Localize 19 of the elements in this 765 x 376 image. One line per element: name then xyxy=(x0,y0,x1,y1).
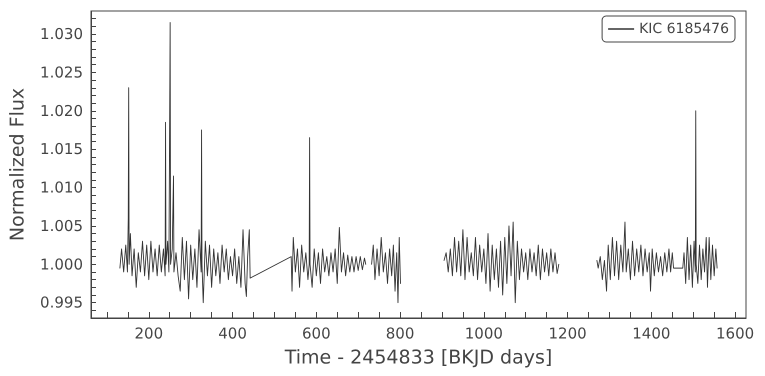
y-tick-label: 0.995 xyxy=(40,294,83,312)
x-axis-title: Time - 2454833 [BKJD days] xyxy=(284,346,552,368)
y-tick-label: 1.025 xyxy=(40,63,83,82)
y-tick-label: 1.015 xyxy=(40,140,83,158)
y-tick-label: 1.000 xyxy=(40,255,83,274)
x-tick-label: 1000 xyxy=(464,324,503,342)
y-tick-label: 1.020 xyxy=(40,102,83,120)
x-tick-label: 1600 xyxy=(716,324,754,342)
x-tick-label: 200 xyxy=(134,324,164,342)
y-tick-label: 1.010 xyxy=(40,178,83,197)
y-tick-label: 1.030 xyxy=(40,25,83,44)
x-tick-label: 1400 xyxy=(632,324,670,342)
x-tick-label: 800 xyxy=(386,324,414,342)
x-tick-label: 400 xyxy=(218,324,247,342)
x-tick-label: 600 xyxy=(302,324,331,342)
x-tick-label: 1200 xyxy=(548,324,587,342)
y-axis-title: Normalized Flux xyxy=(6,88,28,242)
y-tick-label: 1.005 xyxy=(40,216,83,235)
legend-label: KIC 6185476 xyxy=(639,21,730,37)
